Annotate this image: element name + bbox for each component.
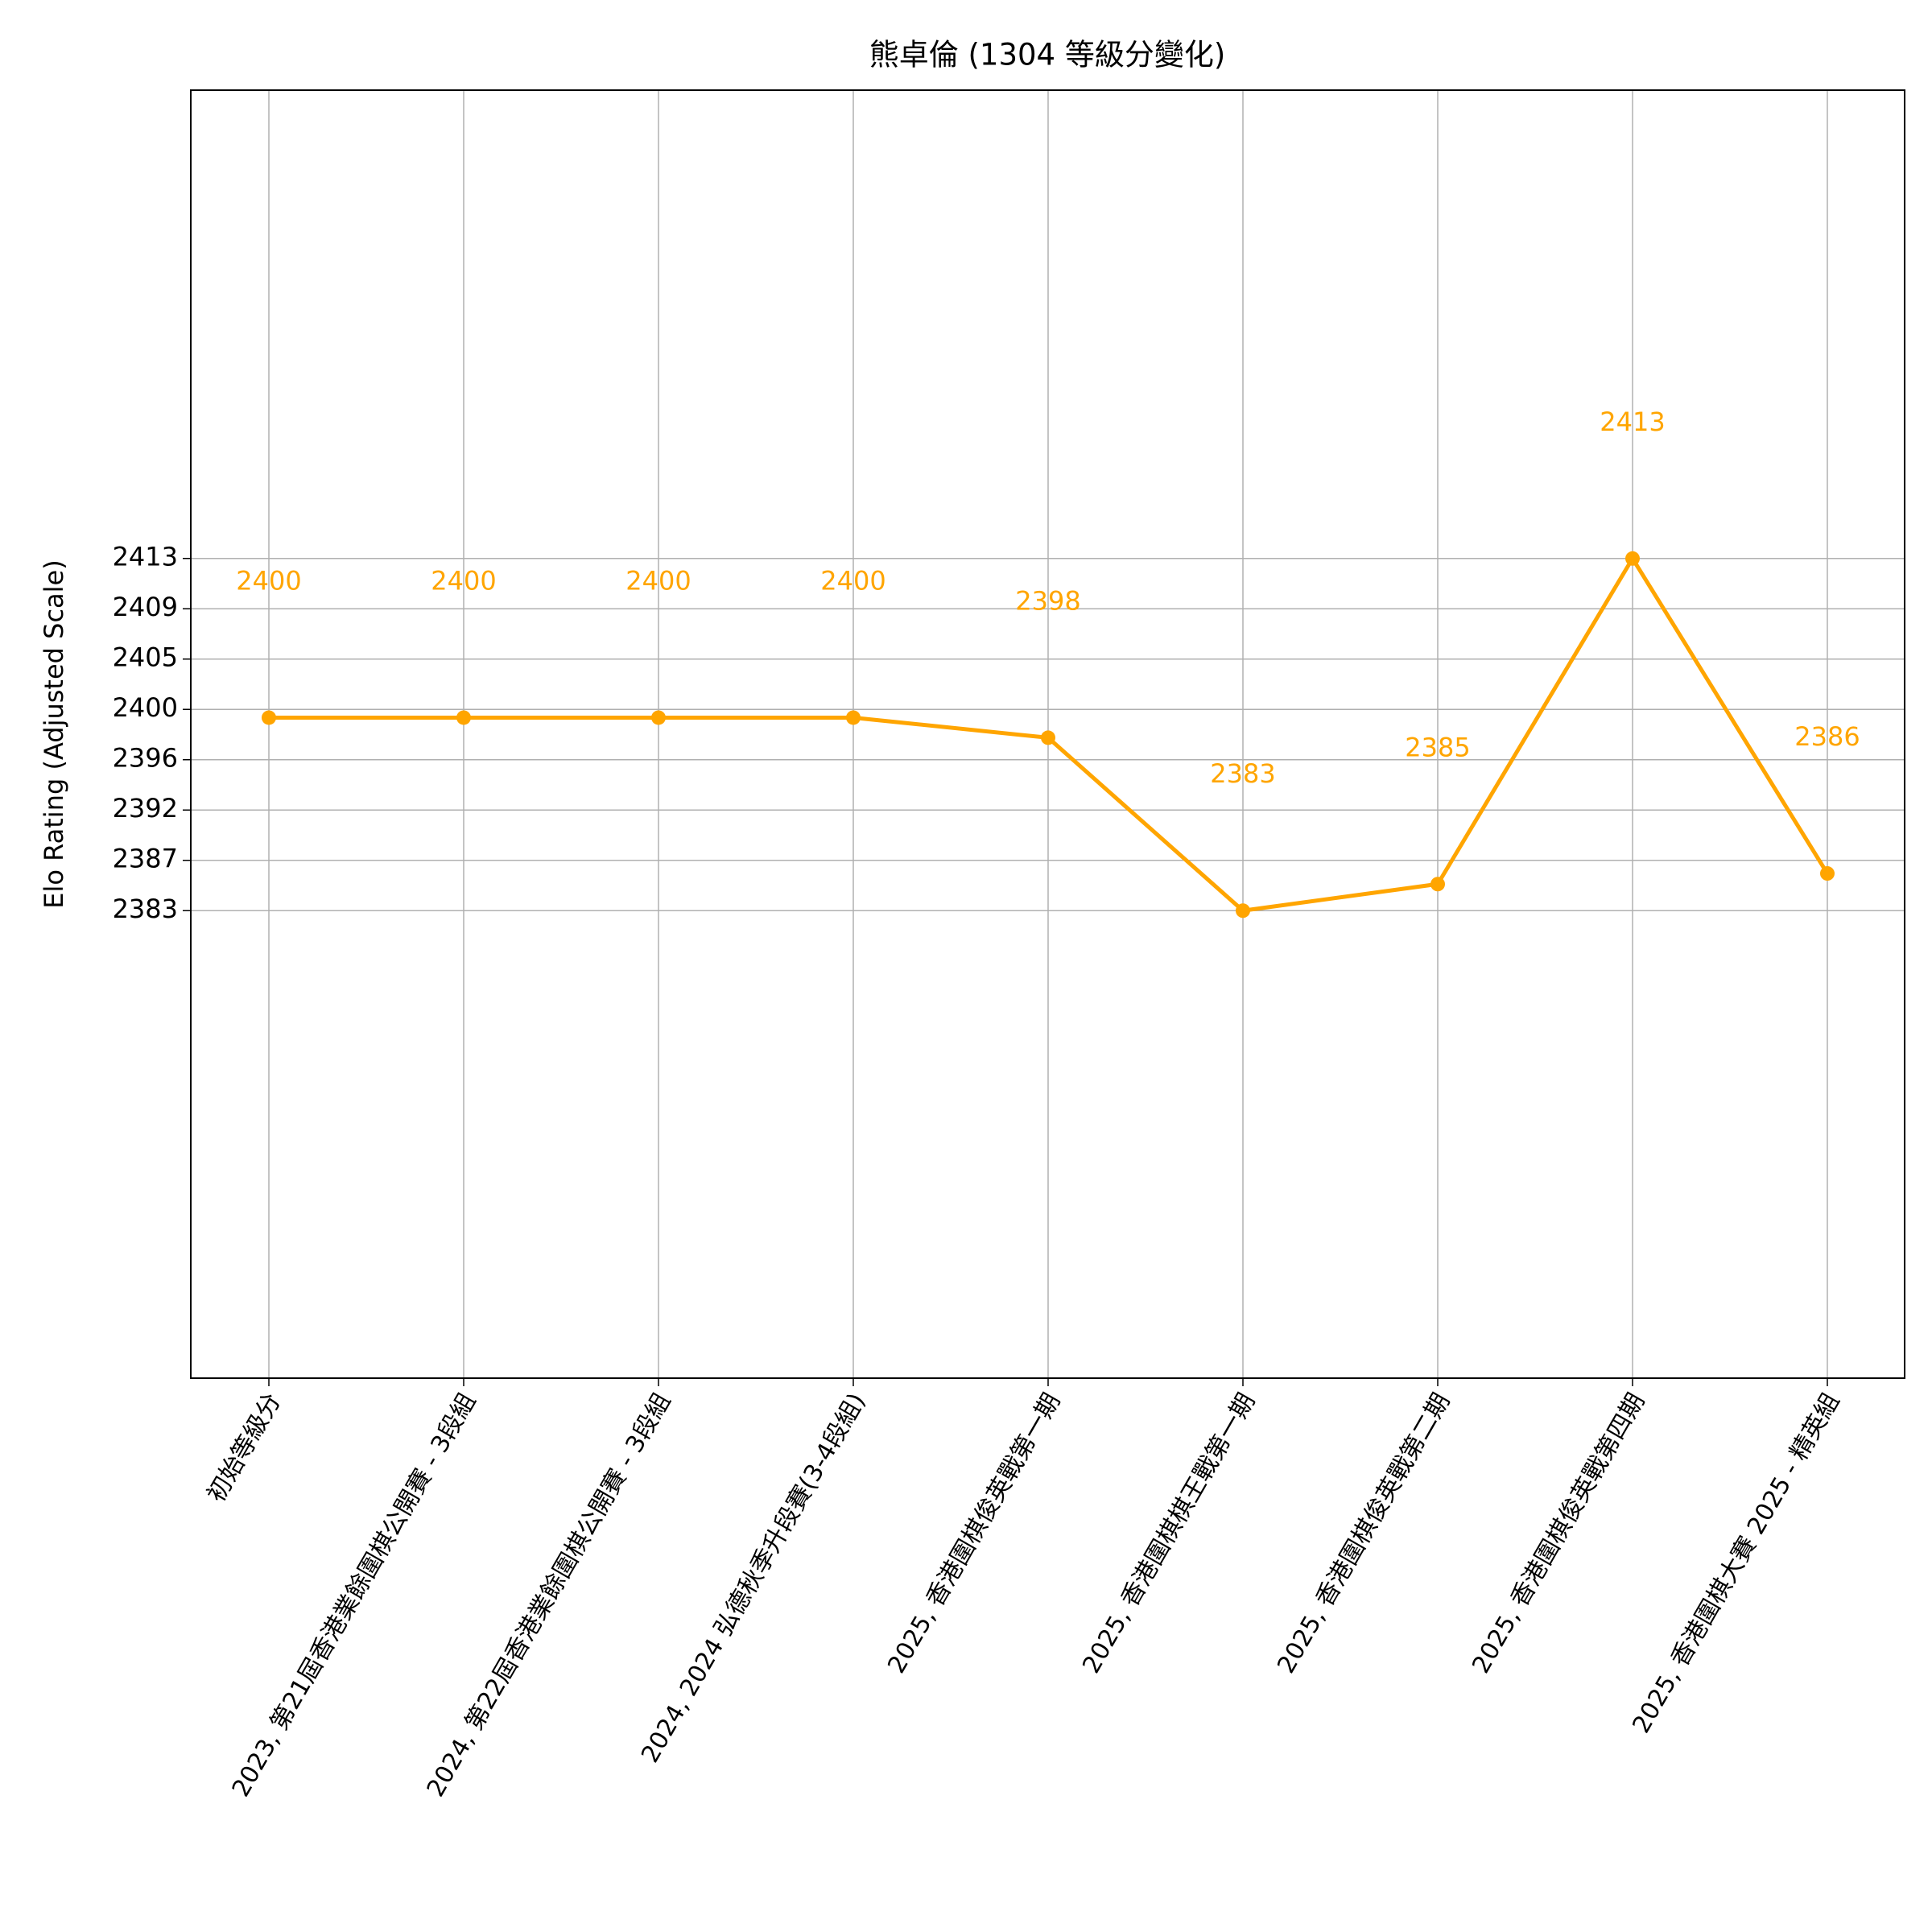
data-label: 2398 xyxy=(1015,585,1080,616)
point xyxy=(1236,903,1250,919)
plot-frame xyxy=(190,89,1905,1379)
point xyxy=(651,710,666,725)
y-tick-label: 2383 xyxy=(113,894,178,924)
data-label: 2400 xyxy=(625,565,691,596)
point xyxy=(262,710,276,725)
y-tick-label: 2387 xyxy=(113,844,178,874)
y-tick-label: 2413 xyxy=(113,542,178,572)
point xyxy=(1625,551,1640,566)
data-label: 2413 xyxy=(1600,407,1665,437)
point xyxy=(456,710,471,725)
point xyxy=(1041,730,1055,745)
data-label: 2386 xyxy=(1794,721,1860,752)
chart-title: 熊卓倫 (1304 等級分變化) xyxy=(869,38,1226,72)
data-label: 2400 xyxy=(236,565,301,596)
point xyxy=(1430,877,1445,892)
y-tick-label: 2409 xyxy=(113,592,178,622)
y-tick-label: 2405 xyxy=(113,642,178,673)
y-tick-label: 2396 xyxy=(113,743,178,774)
data-label: 2400 xyxy=(431,565,496,596)
data-label: 2400 xyxy=(820,565,886,596)
y-tick-label: 2392 xyxy=(113,793,178,824)
data-label: 2383 xyxy=(1210,758,1275,789)
y-tick-label: 2400 xyxy=(113,692,178,723)
y-axis-label: Elo Rating (Adjusted Scale) xyxy=(39,559,69,908)
point xyxy=(846,710,861,725)
point xyxy=(1820,866,1835,881)
data-label: 2385 xyxy=(1405,732,1470,762)
